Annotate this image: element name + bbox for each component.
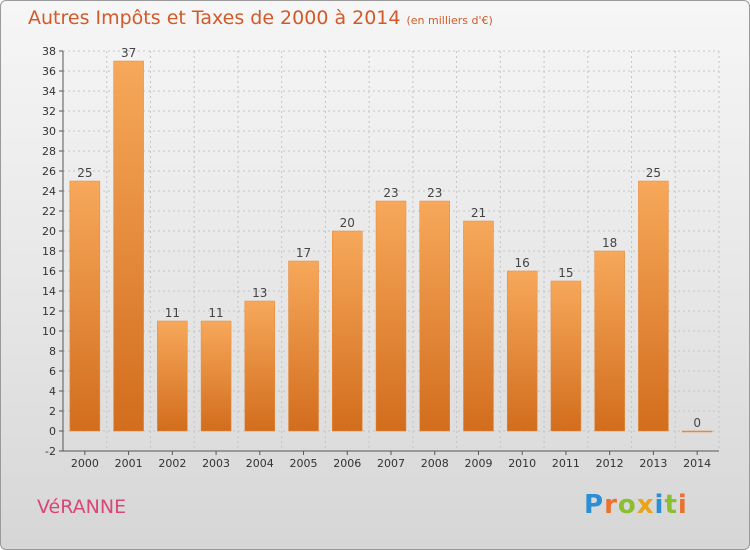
y-tick-label: 34 bbox=[42, 85, 56, 98]
y-tick-label: 36 bbox=[42, 65, 56, 78]
logo-letter: r bbox=[604, 490, 618, 520]
y-tick-label: -2 bbox=[45, 445, 56, 458]
bar bbox=[244, 300, 276, 432]
bar bbox=[463, 220, 494, 432]
bar-value-label: 23 bbox=[383, 186, 398, 200]
bar bbox=[419, 200, 450, 432]
y-tick-label: 14 bbox=[42, 285, 56, 298]
x-tick-label: 2002 bbox=[158, 457, 186, 470]
bar bbox=[157, 320, 188, 432]
bar bbox=[681, 430, 713, 433]
bar-value-label: 37 bbox=[121, 46, 136, 60]
x-tick-label: 2003 bbox=[202, 457, 230, 470]
y-tick-label: 2 bbox=[49, 405, 56, 418]
x-tick-label: 2000 bbox=[71, 457, 99, 470]
x-tick-label: 2004 bbox=[246, 457, 274, 470]
bar-value-label: 23 bbox=[427, 186, 442, 200]
logo-letter: i bbox=[654, 490, 665, 520]
bar bbox=[200, 320, 232, 432]
bar-value-label: 0 bbox=[693, 416, 701, 430]
y-tick-label: 18 bbox=[42, 245, 56, 258]
bar bbox=[638, 180, 669, 432]
y-tick-label: 30 bbox=[42, 125, 56, 138]
bar-value-label: 15 bbox=[558, 266, 573, 280]
bar-value-label: 25 bbox=[77, 166, 92, 180]
y-tick-label: 6 bbox=[49, 365, 56, 378]
y-tick-label: 20 bbox=[42, 225, 56, 238]
bar bbox=[288, 260, 319, 432]
x-tick-label: 2010 bbox=[508, 457, 536, 470]
bar-value-label: 21 bbox=[471, 206, 486, 220]
logo-letter: t bbox=[664, 490, 678, 520]
y-tick-label: 4 bbox=[49, 385, 56, 398]
bar-layer bbox=[69, 60, 713, 433]
logo-letter: x bbox=[636, 490, 655, 520]
chart-subtitle: (en milliers d'€) bbox=[406, 14, 493, 27]
bar bbox=[113, 60, 144, 432]
x-tick-label: 2006 bbox=[333, 457, 361, 470]
bar bbox=[332, 230, 363, 432]
bar-value-label: 18 bbox=[602, 236, 617, 250]
y-tick-label: 38 bbox=[42, 45, 56, 58]
bar-value-label: 17 bbox=[296, 246, 311, 260]
bar-value-label: 11 bbox=[208, 306, 223, 320]
x-tick-label: 2001 bbox=[115, 457, 143, 470]
x-tick-label: 2005 bbox=[290, 457, 318, 470]
axis-layer: -202468101214161820222426283032343638200… bbox=[42, 45, 719, 470]
y-tick-label: 16 bbox=[42, 265, 56, 278]
bar-value-label: 13 bbox=[252, 286, 267, 300]
bar bbox=[550, 280, 582, 432]
x-tick-label: 2013 bbox=[639, 457, 667, 470]
y-tick-label: 26 bbox=[42, 165, 56, 178]
y-tick-label: 24 bbox=[42, 185, 56, 198]
bar-value-label: 20 bbox=[340, 216, 355, 230]
logo-letter: i bbox=[677, 490, 688, 520]
logo-letter: P bbox=[584, 490, 605, 520]
y-tick-label: 32 bbox=[42, 105, 56, 118]
bar-value-label: 25 bbox=[646, 166, 661, 180]
y-tick-label: 8 bbox=[49, 345, 56, 358]
y-tick-label: 10 bbox=[42, 325, 56, 338]
chart-title: Autres Impôts et Taxes de 2000 à 2014 bbox=[28, 7, 401, 29]
bar-value-label: 11 bbox=[165, 306, 180, 320]
data-label-layer: 25 37 11 11 13 17 20 23 23 21 16 15 18 25 0 bbox=[77, 46, 701, 430]
y-tick-label: 28 bbox=[42, 145, 56, 158]
y-tick-label: 12 bbox=[42, 305, 56, 318]
x-tick-label: 2011 bbox=[552, 457, 580, 470]
x-tick-label: 2008 bbox=[421, 457, 449, 470]
bar-value-label: 16 bbox=[515, 256, 530, 270]
y-tick-label: 22 bbox=[42, 205, 56, 218]
x-tick-label: 2012 bbox=[596, 457, 624, 470]
bar bbox=[594, 250, 625, 432]
bar bbox=[506, 270, 538, 432]
chart-header: Autres Impôts et Taxes de 2000 à 2014 (en… bbox=[28, 7, 493, 29]
proxiti-logo[interactable]: Proxiti bbox=[584, 490, 688, 520]
commune-name: VéRANNE bbox=[37, 496, 127, 518]
x-tick-label: 2014 bbox=[683, 457, 711, 470]
bar bbox=[375, 200, 407, 432]
bar bbox=[69, 180, 101, 432]
x-tick-label: 2007 bbox=[377, 457, 405, 470]
x-tick-label: 2009 bbox=[464, 457, 492, 470]
logo-letter: o bbox=[617, 490, 637, 520]
y-tick-label: 0 bbox=[49, 425, 56, 438]
